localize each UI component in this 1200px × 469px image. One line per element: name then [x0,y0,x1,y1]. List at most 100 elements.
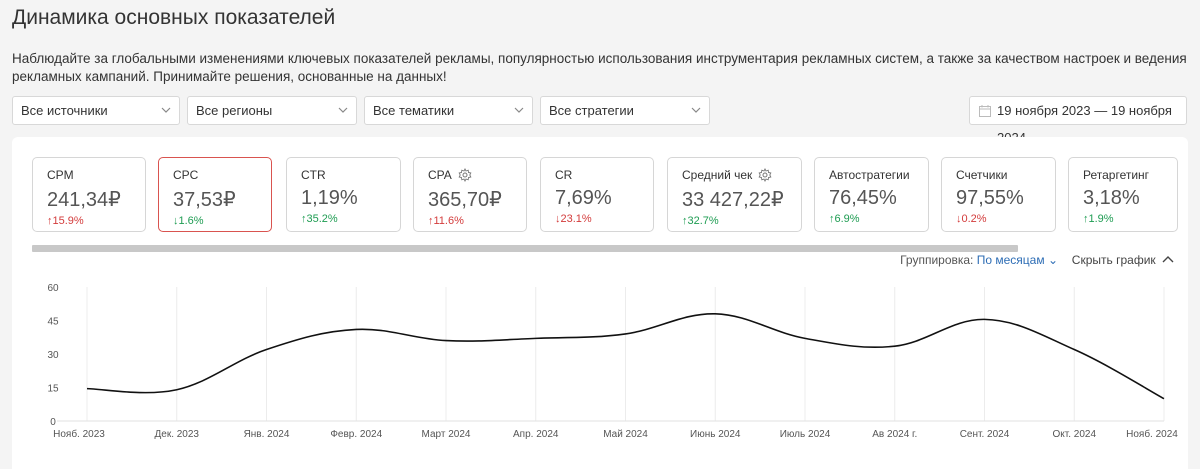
hide-chart-label: Скрыть график [1071,253,1156,267]
x-tick-label: Сент. 2024 [960,429,1010,440]
metric-label: CR [555,168,653,182]
metric-label: CPC [173,168,271,182]
metric-card-ctr[interactable]: CTR 1,19% ↑35.2% [286,157,401,232]
data-point[interactable] [174,387,180,393]
x-tick-label: Окт. 2024 [1052,429,1096,440]
strategies-select[interactable]: Все стратегии [540,96,710,125]
metric-label-text: Средний чек [682,168,753,182]
date-range-picker[interactable]: 19 ноября 2023 — 19 ноября 2024 [969,96,1187,145]
metric-label: CPA [428,168,526,182]
data-point[interactable] [1071,347,1077,353]
data-point[interactable] [892,343,898,349]
metric-change: ↑32.7% [682,215,719,227]
x-tick-label: Янв. 2024 [244,429,290,440]
metric-value: 97,55% [956,187,1024,209]
page-title: Динамика основных показателей [12,6,336,29]
x-tick-label: Апр. 2024 [513,429,559,440]
metric-change: ↑35.2% [301,213,338,225]
metric-label-text: CPC [173,168,199,182]
metric-label: Средний чек [682,168,801,182]
regions-select-label: Все регионы [196,103,273,118]
metric-label: Счетчики [956,168,1055,182]
chevron-down-icon [161,107,171,113]
chevron-up-icon [1162,256,1174,263]
data-point[interactable] [982,316,988,322]
x-tick-label: Нояб. 2024 [1126,428,1178,440]
metric-value: 3,18% [1083,187,1140,209]
chevron-down-icon [691,107,701,113]
metric-value: 33 427,22₽ [682,189,784,211]
data-point[interactable] [1161,396,1167,402]
grouping-value: По месяцам [976,253,1045,267]
data-point[interactable] [84,386,90,392]
metric-label-text: Автостратегии [829,168,910,182]
data-point[interactable] [353,326,359,332]
chevron-down-icon: ⌄ [1047,253,1058,267]
y-tick-label: 30 [47,350,59,361]
x-tick-label: Нояб. 2023 [53,428,105,440]
data-point[interactable] [264,347,270,353]
cards-scrollbar[interactable] [32,245,1018,252]
metric-card-автостратегии[interactable]: Автостратегии 76,45% ↑6.9% [814,157,929,232]
x-tick-label: Ав 2024 г. [872,429,917,440]
metric-label-text: CPA [428,168,452,182]
metric-card-cpa[interactable]: CPA 365,70₽ ↑11.6% [413,157,527,232]
regions-select[interactable]: Все регионы [187,96,357,125]
x-tick-label: Май 2024 [603,429,648,440]
data-point[interactable] [533,335,539,341]
x-tick-label: Февр. 2024 [330,429,382,440]
metric-card-счетчики[interactable]: Счетчики 97,55% ↓0.2% [941,157,1056,232]
gear-icon[interactable] [458,168,472,182]
metrics-panel: CPM 241,34₽ ↑15.9% CPC 37,53₽ ↓1.6% CTR 1,19% ↑3… [12,137,1188,469]
data-point[interactable] [443,338,449,344]
metric-label-text: Ретаргетинг [1083,168,1150,182]
metric-value: 7,69% [555,187,612,209]
data-point[interactable] [802,335,808,341]
y-tick-label: 15 [47,384,59,395]
topics-select-label: Все тематики [373,103,455,118]
grouping-label: Группировка: [900,253,974,267]
gear-icon[interactable] [758,168,772,182]
strategies-select-label: Все стратегии [549,103,634,118]
metric-card-cpc[interactable]: CPC 37,53₽ ↓1.6% [158,157,272,232]
sources-select[interactable]: Все источники [12,96,180,125]
metric-label-text: CTR [301,168,326,182]
page-description: Наблюдайте за глобальными изменениями кл… [12,51,1187,84]
metric-value: 1,19% [301,187,358,209]
metric-card-ретаргетинг[interactable]: Ретаргетинг 3,18% ↑1.9% [1068,157,1178,232]
metric-change: ↓1.6% [173,215,204,227]
y-tick-label: 0 [50,417,56,428]
calendar-icon [979,105,991,117]
sources-select-label: Все источники [21,103,108,118]
metric-value: 76,45% [829,187,897,209]
x-tick-label: Июль 2024 [780,429,831,440]
data-point[interactable] [623,331,629,337]
data-point[interactable] [712,311,718,317]
metric-change: ↑11.6% [428,215,464,227]
metric-label: CTR [301,168,400,182]
chevron-down-icon [338,107,348,113]
y-tick-label: 45 [47,317,59,328]
metric-label: Ретаргетинг [1083,168,1177,182]
metric-label: CPM [47,168,145,182]
metric-change: ↑6.9% [829,213,860,225]
metric-change: ↑15.9% [47,215,84,227]
metric-label-text: CR [555,168,573,182]
x-tick-label: Дек. 2023 [154,429,199,440]
metric-card-средний-чек[interactable]: Средний чек 33 427,22₽ ↑32.7% [667,157,802,232]
metric-line-chart: 0 15 30 45 60 Нояб. 2023 Дек. 2023 Янв. 2024 Фев… [47,283,1178,440]
y-tick-label: 60 [47,283,59,294]
metric-value: 37,53₽ [173,189,236,211]
hide-chart-button[interactable]: Скрыть график [1072,253,1174,267]
series-line [86,312,1165,400]
metric-label: Автостратегии [829,168,928,182]
metric-card-cr[interactable]: CR 7,69% ↓23.1% [540,157,654,232]
metric-label-text: CPM [47,168,74,182]
metric-change: ↑1.9% [1083,213,1114,225]
metric-card-cpm[interactable]: CPM 241,34₽ ↑15.9% [32,157,146,232]
grouping-control: Группировка: По месяцам ⌄ [900,253,1058,267]
x-tick-label: Июнь 2024 [690,429,741,440]
grouping-select[interactable]: По месяцам ⌄ [977,253,1058,267]
metric-change: ↓0.2% [956,213,987,225]
topics-select[interactable]: Все тематики [364,96,533,125]
